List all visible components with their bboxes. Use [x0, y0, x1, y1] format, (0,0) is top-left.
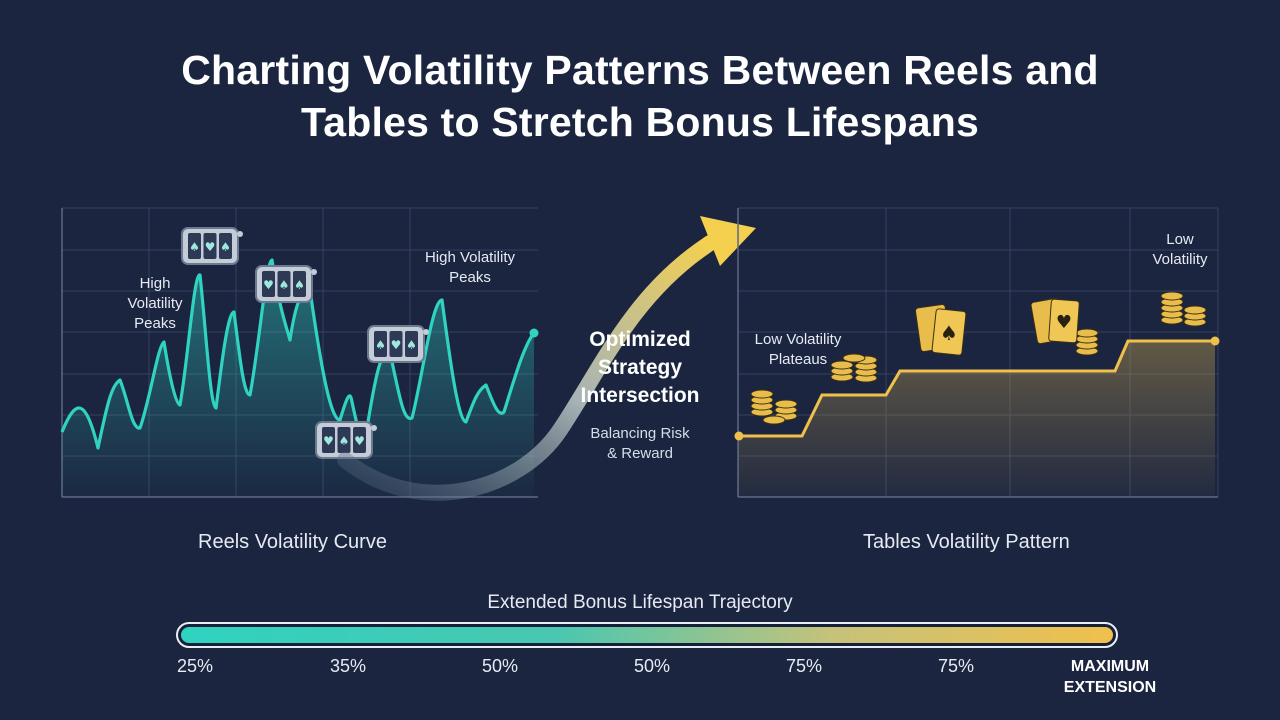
tables-step-line: [738, 339, 1215, 438]
svg-text:♠: ♠: [189, 240, 200, 254]
title-line-2: Tables to Stretch Bonus Lifespans: [301, 99, 979, 145]
svg-text:♠: ♠: [339, 434, 350, 448]
strategy-subtitle-line: Balancing Risk: [590, 425, 690, 442]
svg-text:♠: ♠: [294, 278, 305, 292]
strategy-title-line: Optimized: [589, 328, 691, 351]
trajectory-max-label-line: EXTENSION: [1063, 679, 1157, 696]
reels-curve-area: [62, 260, 534, 497]
reels-annotation-left: High Volatility Peaks: [112, 274, 198, 334]
strategy-title-line: Strategy: [597, 356, 683, 379]
reels-caption: Reels Volatility Curve: [198, 531, 387, 553]
svg-text:♥: ♥: [354, 434, 365, 448]
slot-machine-reel-icon: ♠ ♥ ♠: [181, 227, 243, 265]
tables-step-area: [738, 341, 1215, 497]
reels-curve-endpoint: [529, 328, 539, 338]
svg-text:♠: ♠: [375, 338, 386, 352]
tables-step-end-point: [1210, 336, 1220, 346]
reels-annotation-left-line: Volatility: [127, 295, 183, 312]
svg-text:♠: ♠: [279, 278, 290, 292]
strategy-title-line: Intersection: [580, 384, 700, 407]
slot-machine-reel-icon: ♥ ♠ ♠: [255, 265, 317, 303]
trajectory-tick: 50%: [481, 656, 519, 676]
svg-text:♥: ♥: [323, 434, 334, 448]
trajectory-bar-fill: [181, 627, 1113, 643]
casino-chip-stack-icon: [1075, 328, 1099, 356]
tables-caption: Tables Volatility Pattern: [863, 531, 1070, 553]
trajectory-tick: 75%: [937, 656, 975, 676]
strategy-subtitle: Balancing Risk & Reward: [570, 424, 710, 464]
tables-step-start-point: [734, 431, 744, 441]
strategy-arrow: [337, 235, 718, 501]
svg-text:♥: ♥: [263, 278, 274, 292]
tables-annotation-left-line: Low Volatility: [754, 331, 842, 348]
reels-annotation-right-line: Peaks: [449, 269, 491, 286]
trajectory-bar: [176, 622, 1118, 648]
svg-text:♥: ♥: [205, 240, 216, 254]
trajectory-max-label: MAXIMUM EXTENSION: [1064, 656, 1156, 698]
svg-text:♠: ♠: [406, 338, 417, 352]
casino-chip-stack-icon: [750, 389, 798, 425]
strategy-title: Optimized Strategy Intersection: [560, 326, 720, 410]
reels-annotation-left-line: High: [139, 275, 171, 292]
tables-annotation-right-line: Low: [1166, 231, 1194, 248]
trajectory-tick: 25%: [176, 656, 214, 676]
tables-annotation-left: Low Volatility Plateaus: [742, 330, 854, 370]
svg-text:♥: ♥: [1056, 312, 1072, 333]
casino-chip-stack-icon: [830, 353, 878, 383]
strategy-arrow-head-icon: [700, 216, 756, 266]
title-line-1: Charting Volatility Patterns Between Ree…: [181, 47, 1099, 93]
trajectory-tick: 75%: [785, 656, 823, 676]
slot-machine-reel-icon: ♥ ♠ ♥: [315, 421, 377, 459]
tables-annotation-left-line: Plateaus: [768, 351, 828, 368]
playing-cards-icon: ♥: [1030, 297, 1080, 345]
trajectory-tick: 35%: [329, 656, 367, 676]
tables-annotation-right-line: Volatility: [1152, 251, 1208, 268]
playing-cards-icon: ♠: [914, 304, 967, 356]
slot-machine-reel-icon: ♠ ♥ ♠: [367, 325, 429, 363]
page-title: Charting Volatility Patterns Between Ree…: [0, 44, 1280, 148]
trajectory-title: Extended Bonus Lifespan Trajectory: [487, 592, 793, 613]
trajectory-tick: 50%: [633, 656, 671, 676]
casino-chip-stack-icon: [1160, 291, 1207, 327]
reels-curve-line: [60, 258, 536, 450]
svg-text:♠: ♠: [220, 240, 231, 254]
tables-annotation-right: Low Volatility: [1140, 230, 1220, 270]
trajectory-max-label-line: MAXIMUM: [1070, 658, 1150, 675]
strategy-subtitle-line: & Reward: [607, 445, 673, 462]
reels-annotation-right: High Volatility Peaks: [410, 248, 530, 288]
svg-text:♥: ♥: [391, 338, 402, 352]
svg-text:♠: ♠: [940, 321, 958, 345]
reels-annotation-right-line: High Volatility: [424, 249, 516, 266]
reels-annotation-left-line: Peaks: [134, 315, 176, 332]
